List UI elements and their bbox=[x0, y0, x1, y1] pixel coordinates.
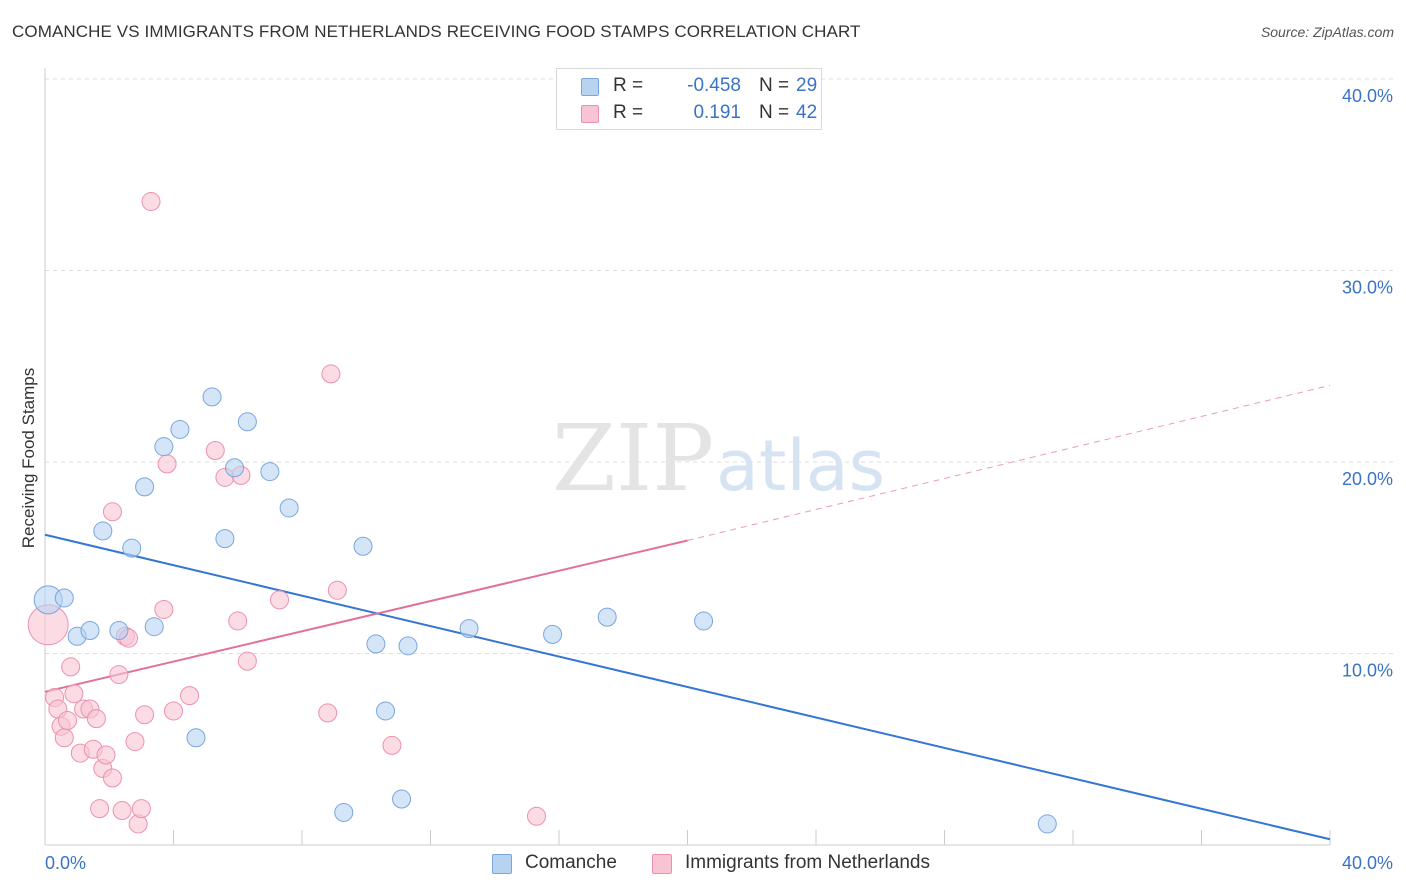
netherlands-point bbox=[102, 502, 122, 522]
comanche-point bbox=[93, 521, 113, 541]
netherlands-point bbox=[61, 657, 81, 677]
comanche-label: Comanche bbox=[525, 852, 617, 873]
comanche-point bbox=[459, 619, 479, 639]
comanche-point bbox=[202, 387, 222, 407]
correlation-legend: R = -0.458 N = 29 R = 0.191 N = 42 bbox=[556, 68, 822, 130]
netherlands-point bbox=[112, 801, 132, 821]
watermark-atlas: atlas bbox=[716, 425, 885, 507]
netherlands-point bbox=[180, 686, 200, 706]
source-credit: Source: ZipAtlas.com bbox=[1260, 24, 1394, 40]
comanche-point bbox=[144, 617, 164, 637]
comanche-point bbox=[543, 624, 563, 644]
netherlands-point bbox=[90, 799, 110, 819]
axes bbox=[44, 68, 1331, 846]
netherlands-label: Immigrants from Netherlands bbox=[685, 852, 930, 873]
comanche-point bbox=[694, 611, 714, 631]
watermark: ZIP atlas bbox=[552, 405, 885, 512]
netherlands-point bbox=[318, 703, 338, 723]
r-value: -0.458 bbox=[687, 75, 741, 96]
comanche-point bbox=[122, 538, 142, 558]
comanche-point bbox=[154, 437, 174, 457]
netherlands-point bbox=[327, 580, 347, 600]
comanche-point bbox=[237, 412, 257, 432]
netherlands-point bbox=[57, 711, 77, 731]
netherlands-point bbox=[321, 364, 341, 384]
netherlands-point bbox=[270, 590, 290, 610]
r-label: R = bbox=[613, 75, 644, 96]
comanche-point bbox=[170, 419, 190, 439]
netherlands-trend-extension bbox=[687, 384, 1331, 542]
netherlands-point bbox=[135, 705, 155, 725]
netherlands-point bbox=[164, 701, 183, 721]
comanche-point bbox=[80, 621, 100, 641]
watermark-zip: ZIP bbox=[552, 405, 714, 512]
netherlands-point bbox=[382, 735, 402, 755]
comanche-point bbox=[215, 529, 235, 549]
comanche-swatch bbox=[492, 854, 512, 874]
netherlands-point bbox=[527, 806, 547, 826]
y-tick-label-1: 20.0% bbox=[1342, 469, 1393, 489]
netherlands-point bbox=[86, 709, 106, 729]
comanche-points bbox=[33, 387, 1057, 834]
comanche-point bbox=[225, 458, 245, 478]
netherlands-point bbox=[237, 651, 257, 671]
netherlands-point bbox=[154, 599, 174, 619]
netherlands-point bbox=[205, 441, 225, 461]
chart-title: COMANCHE VS IMMIGRANTS FROM NETHERLANDS … bbox=[12, 22, 861, 41]
comanche-point bbox=[376, 701, 396, 721]
comanche-point bbox=[353, 536, 373, 556]
n-value: 42 bbox=[796, 102, 818, 123]
netherlands-point bbox=[125, 732, 145, 752]
netherlands-swatch bbox=[581, 105, 599, 123]
netherlands-point bbox=[109, 665, 129, 685]
y-axis-label: Receiving Food Stamps bbox=[19, 368, 38, 548]
comanche-trend-line bbox=[44, 533, 1331, 841]
comanche-point bbox=[366, 634, 386, 654]
netherlands-point bbox=[141, 192, 161, 212]
netherlands-point bbox=[64, 684, 84, 704]
comanche-point bbox=[186, 728, 206, 748]
comanche-swatch bbox=[581, 78, 599, 96]
netherlands-point bbox=[157, 454, 177, 474]
comanche-point bbox=[260, 462, 280, 482]
trend-lines bbox=[44, 384, 1331, 841]
netherlands-point bbox=[131, 799, 151, 819]
tick-labels: 10.0% 20.0% 30.0% 40.0% 0.0% 40.0% bbox=[45, 86, 1393, 873]
comanche-point bbox=[398, 636, 418, 656]
netherlands-point bbox=[54, 728, 74, 748]
comanche-point bbox=[334, 802, 354, 822]
comanche-point bbox=[597, 607, 617, 627]
grid-lines bbox=[45, 78, 1395, 654]
y-tick-label-2: 30.0% bbox=[1342, 278, 1393, 298]
y-tick-label-3: 40.0% bbox=[1342, 86, 1393, 106]
netherlands-point bbox=[128, 814, 148, 834]
comanche-point bbox=[109, 621, 129, 641]
n-label: N = bbox=[759, 75, 790, 96]
comanche-point bbox=[279, 498, 299, 518]
netherlands-swatch bbox=[652, 854, 672, 874]
x-tick-label-0: 0.0% bbox=[45, 853, 86, 873]
n-label: N = bbox=[759, 102, 790, 123]
comanche-point bbox=[135, 477, 155, 497]
n-value: 29 bbox=[796, 75, 818, 96]
r-value: 0.191 bbox=[693, 102, 741, 123]
netherlands-points bbox=[27, 192, 547, 834]
comanche-point bbox=[54, 588, 74, 608]
netherlands-trend-line bbox=[44, 539, 688, 693]
r-label: R = bbox=[613, 102, 644, 123]
x-tick-label-1: 40.0% bbox=[1342, 853, 1393, 873]
netherlands-point bbox=[102, 768, 122, 788]
netherlands-point bbox=[228, 611, 248, 631]
netherlands-point bbox=[96, 745, 116, 765]
y-tick-label-0: 10.0% bbox=[1342, 661, 1393, 681]
comanche-point bbox=[392, 789, 412, 809]
comanche-point bbox=[1037, 814, 1057, 834]
